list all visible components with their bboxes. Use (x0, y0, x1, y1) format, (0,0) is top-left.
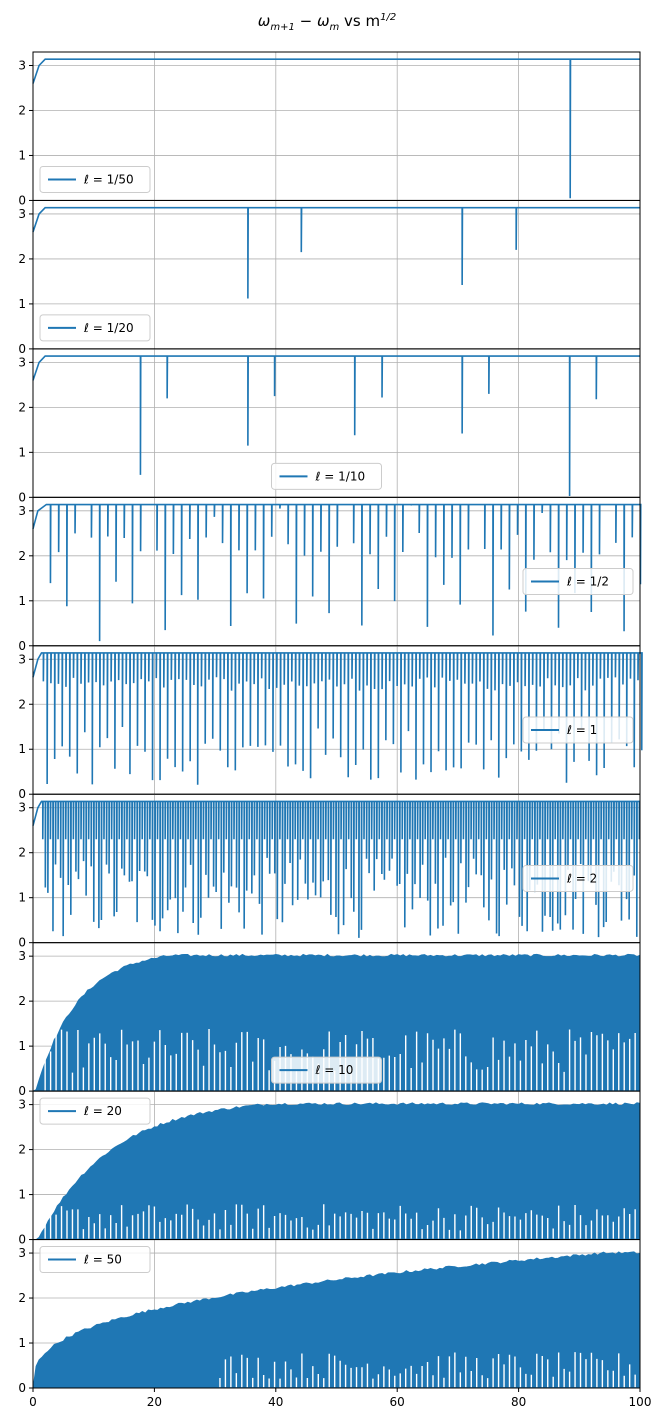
y-tick-label: 0 (18, 1381, 26, 1395)
series-line (32, 800, 641, 938)
y-tick-label: 1 (18, 148, 26, 162)
y-tick-label: 3 (18, 801, 26, 815)
legend-label: ℓ = 50 (83, 1253, 122, 1267)
legend-box (271, 1056, 382, 1084)
panel-4: 0 1 2 3 ℓ = 1/2 (18, 496, 642, 653)
y-tick-label: 1 (18, 594, 26, 608)
panel-2: 0 1 2 3 ℓ = 1/20 (18, 199, 641, 356)
panel-7: 0 1 2 3 ℓ = 10 (18, 942, 641, 1098)
legend-box (39, 314, 151, 342)
y-tick-label: 0 (18, 639, 26, 653)
y-tick-label: 2 (18, 252, 26, 266)
chart-title-text: ωm+1 − ωm vs m1/2 (258, 12, 396, 33)
legend-box (39, 1097, 151, 1125)
panel-9: 0 1 2 3 ℓ = 50 (18, 1239, 641, 1395)
series-area (33, 1102, 641, 1240)
panel-1: 0 1 2 3 ℓ = 1/50 (18, 51, 641, 207)
y-tick-label: 2 (18, 549, 26, 563)
y-tick-label: 3 (18, 1246, 26, 1260)
series-area (32, 953, 641, 1092)
y-tick-label: 2 (18, 400, 26, 414)
legend-label: ℓ = 20 (83, 1104, 122, 1118)
y-tick-label: 0 (18, 490, 26, 504)
y-tick-label: 0 (18, 193, 26, 207)
legend-label: ℓ = 10 (315, 1063, 354, 1077)
y-tick-label: 2 (18, 697, 26, 711)
legend-box (522, 716, 634, 744)
series-line (32, 206, 640, 299)
x-tick-label: 80 (511, 1395, 526, 1409)
y-tick-label: 2 (18, 1291, 26, 1305)
legend: ℓ = 2 (522, 864, 634, 892)
y-tick-label: 3 (18, 504, 26, 518)
y-tick-label: 0 (18, 787, 26, 801)
series-gaps (44, 1204, 636, 1239)
legend-box (522, 568, 634, 596)
x-tick-label: 20 (147, 1395, 162, 1409)
series-area (32, 1251, 641, 1389)
x-tick-label: 0 (29, 1395, 37, 1409)
y-tick-label: 1 (18, 297, 26, 311)
panel-6: 0 1 2 3 ℓ = 2 (18, 793, 641, 950)
legend-label: ℓ = 1/20 (83, 321, 134, 335)
y-tick-label: 2 (18, 994, 26, 1008)
legend-label: ℓ = 1/2 (566, 575, 609, 589)
legend: ℓ = 50 (39, 1246, 151, 1274)
legend-box (271, 462, 382, 490)
y-tick-label: 2 (18, 103, 26, 117)
panel-5: 0 1 2 3 ℓ = 1 (18, 645, 643, 801)
legend: ℓ = 1/50 (39, 165, 151, 193)
y-tick-label: 1 (18, 742, 26, 756)
series-line (32, 58, 640, 199)
y-tick-label: 3 (18, 355, 26, 369)
y-tick-label: 2 (18, 846, 26, 860)
legend: ℓ = 1/2 (522, 568, 634, 596)
legend-box (39, 1246, 151, 1274)
series-line (32, 355, 640, 496)
series-gaps (219, 1352, 636, 1388)
legend-label: ℓ = 2 (566, 871, 597, 885)
series-line (32, 503, 642, 642)
y-tick-label: 1 (18, 1188, 26, 1202)
y-tick-label: 3 (18, 58, 26, 72)
legend-label: ℓ = 1 (566, 723, 597, 737)
x-tick-label: 60 (390, 1395, 405, 1409)
y-tick-label: 0 (18, 1084, 26, 1098)
y-tick-label: 3 (18, 652, 26, 666)
legend-label: ℓ = 1/50 (83, 172, 134, 186)
legend: ℓ = 1/20 (39, 314, 151, 342)
chart-title: ωm+1 − ωm vs m1/2 (0, 8, 654, 34)
y-tick-label: 1 (18, 445, 26, 459)
y-tick-label: 2 (18, 1143, 26, 1157)
legend-label: ℓ = 1/10 (315, 469, 366, 483)
panel-frame (32, 1239, 641, 1389)
y-tick-label: 3 (18, 1098, 26, 1112)
y-tick-label: 1 (18, 1039, 26, 1053)
legend: ℓ = 10 (271, 1056, 382, 1084)
y-tick-label: 1 (18, 1336, 26, 1350)
legend-box (522, 864, 634, 892)
x-tick-label: 40 (268, 1395, 283, 1409)
y-tick-label: 0 (18, 936, 26, 950)
y-tick-label: 3 (18, 949, 26, 963)
legend: ℓ = 1/10 (271, 462, 382, 490)
x-tick-label: 100 (629, 1395, 652, 1409)
y-tick-label: 1 (18, 891, 26, 905)
panel-3: 0 1 2 3 ℓ = 1/10 (18, 348, 641, 504)
y-tick-label: 0 (18, 1233, 26, 1247)
legend: ℓ = 20 (39, 1097, 151, 1125)
panel-8: 0 1 2 3 ℓ = 20 (18, 1090, 641, 1247)
legend: ℓ = 1 (522, 716, 634, 744)
legend-box (39, 165, 151, 193)
y-tick-label: 3 (18, 207, 26, 221)
series-line (32, 652, 643, 785)
chart-title-svg: ωm+1 − ωm vs m1/2 (258, 12, 396, 33)
y-tick-label: 0 (18, 342, 26, 356)
